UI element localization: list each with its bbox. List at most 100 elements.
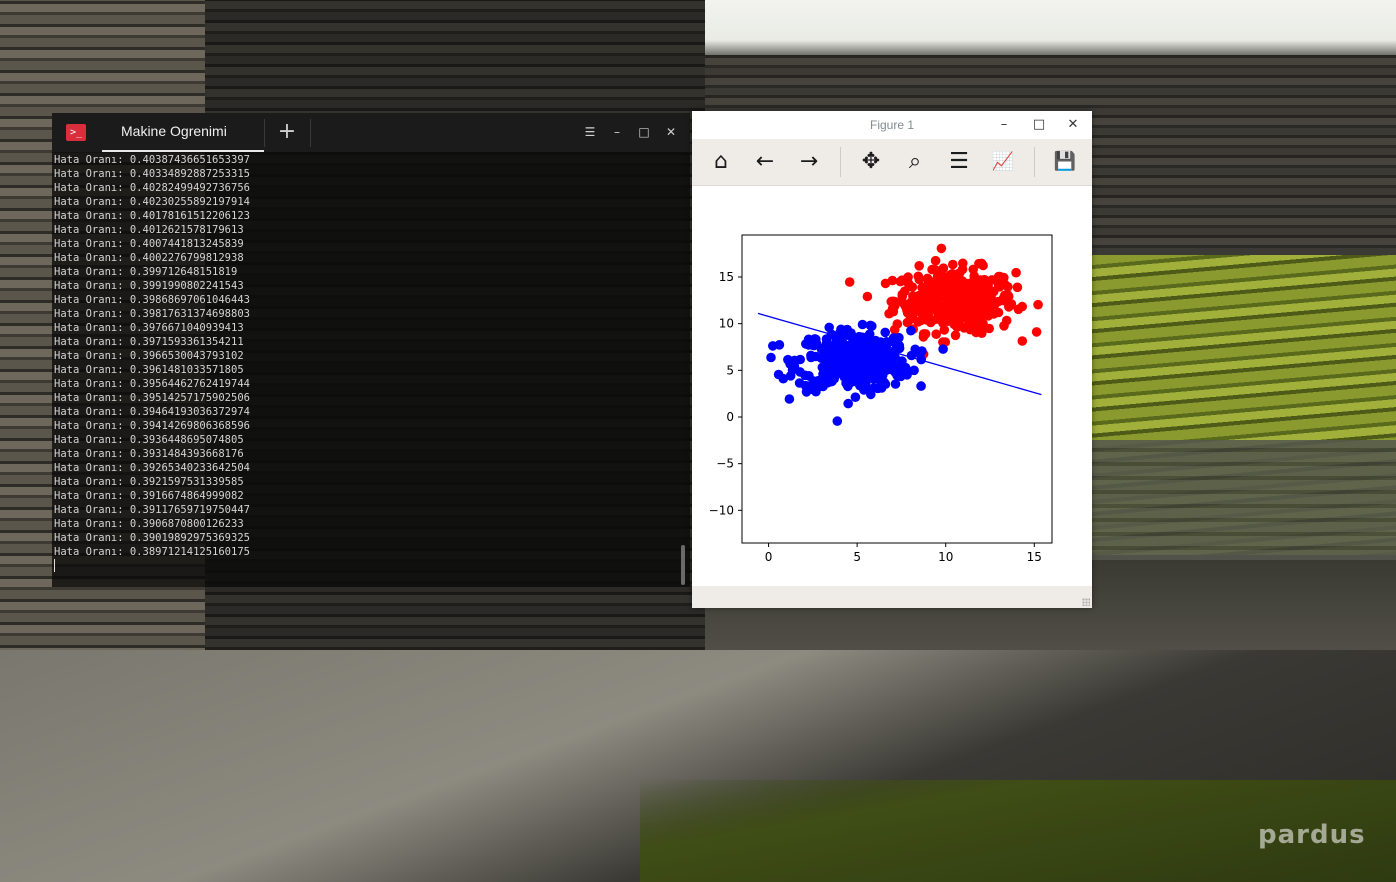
scatter-point-series-1: [778, 373, 789, 384]
resize-grip-icon[interactable]: [1082, 598, 1090, 606]
back-arrow-icon[interactable]: ←: [755, 149, 775, 174]
terminal-titlebar[interactable]: >_ Makine Ogrenimi + ☰ – □ ✕: [52, 113, 690, 152]
scatter-point-series-0: [1033, 299, 1043, 310]
scatter-point-series-0: [931, 329, 941, 339]
scatter-point-series-1: [900, 362, 911, 373]
scatter-point-series-1: [916, 381, 926, 391]
terminal-line: Hata Oranı: 0.3976671040939413: [54, 322, 244, 334]
scatter-point-series-0: [1012, 282, 1023, 293]
minimize-button[interactable]: –: [614, 125, 620, 139]
close-button[interactable]: ✕: [665, 125, 677, 139]
scatter-point-series-0: [993, 271, 1004, 282]
scatter-point-series-1: [878, 339, 888, 350]
scatter-point-series-0: [936, 243, 947, 254]
pardus-logo: pardus: [1258, 820, 1366, 850]
scatter-point-series-1: [816, 353, 827, 363]
terminal-line: Hata Oranı: 0.39117659719750447: [54, 504, 250, 516]
figure-title: Figure 1: [869, 118, 915, 132]
scatter-point-series-1: [867, 321, 877, 331]
subplots-icon[interactable]: ☰: [949, 149, 969, 174]
scatter-point-series-1: [846, 328, 856, 338]
terminal-scrollbar[interactable]: [681, 545, 685, 585]
home-icon[interactable]: ⌂: [714, 149, 728, 174]
scatter-point-series-1: [830, 357, 841, 367]
scatter-point-series-1: [800, 370, 810, 381]
scatter-point-series-0: [907, 282, 918, 292]
scatter-point-series-1: [774, 340, 785, 350]
terminal-line: Hata Oranı: 0.4002276799812938: [54, 252, 244, 264]
maximize-button[interactable]: □: [1032, 117, 1046, 132]
scatter-point-series-0: [945, 298, 955, 308]
scatter-point-series-1: [832, 416, 843, 426]
figure-titlebar[interactable]: Figure 1 – □ ✕: [692, 111, 1092, 139]
scatter-point-series-0: [889, 324, 900, 335]
menu-icon[interactable]: ☰: [584, 125, 596, 139]
scatter-point-series-0: [1031, 327, 1042, 337]
terminal-line: Hata Oranı: 0.4007441813245839: [54, 238, 244, 250]
scatter-point-series-0: [947, 313, 957, 323]
scatter-point-series-1: [866, 354, 876, 365]
terminal-line: Hata Oranı: 0.39414269806368596: [54, 420, 250, 432]
zoom-icon[interactable]: ⌕: [908, 149, 922, 174]
close-button[interactable]: ✕: [1067, 117, 1079, 132]
scatter-plot[interactable]: 0 5 10 15 −10 −5 0 5 10 15: [692, 186, 1092, 586]
y-tick-label: −5: [716, 457, 734, 471]
scatter-point-series-0: [897, 289, 908, 300]
figure-window[interactable]: Figure 1 – □ ✕ ⌂ ← → ✥ ⌕ ☰ 📈 💾 0 5 10 15 −10 −5 0 5 10 1…: [692, 111, 1092, 608]
scatter-point-series-0: [1005, 300, 1016, 311]
scatter-point-series-0: [978, 305, 989, 315]
forward-arrow-icon[interactable]: →: [799, 149, 819, 174]
terminal-output[interactable]: Hata Oranı: 0.40387436651653397 Hata Oran…: [54, 153, 674, 583]
scatter-point-series-1: [906, 325, 916, 336]
save-icon[interactable]: 💾: [1053, 151, 1077, 172]
terminal-line: Hata Oranı: 0.399712648151819: [54, 266, 238, 278]
scatter-point-series-0: [979, 274, 990, 285]
scatter-point-series-0: [920, 329, 931, 339]
terminal-line: Hata Oranı: 0.3916674864999082: [54, 490, 244, 502]
scatter-point-series-0: [930, 255, 941, 266]
terminal-line: Hata Oranı: 0.39868697061046443: [54, 294, 250, 306]
scatter-point-series-1: [892, 370, 902, 381]
scatter-point-series-0: [950, 276, 960, 286]
scatter-point-series-1: [877, 370, 888, 381]
scatter-point-series-0: [914, 274, 925, 285]
scatter-point-series-1: [860, 346, 871, 356]
minimize-button[interactable]: –: [1000, 117, 1008, 132]
terminal-line: Hata Oranı: 0.3931484393668176: [54, 448, 244, 460]
scatter-point-series-0: [959, 311, 969, 321]
scatter-point-series-0: [880, 278, 891, 289]
plot-area[interactable]: 0 5 10 15 −10 −5 0 5 10 15: [692, 186, 1092, 586]
x-tick-label: 0: [765, 550, 773, 564]
scatter-point-series-0: [921, 311, 931, 322]
scatter-point-series-0: [938, 337, 948, 347]
scatter-point-series-0: [983, 292, 994, 303]
terminal-tab[interactable]: Makine Ogrenimi: [102, 113, 264, 152]
terminal-line: Hata Oranı: 0.40178161512206123: [54, 210, 250, 222]
figure-statusbar: [692, 586, 1092, 608]
y-tick-label: 15: [719, 270, 734, 284]
scatter-point-series-0: [844, 277, 855, 287]
scatter-point-series-1: [809, 340, 819, 351]
wallpaper-floor-grass: [640, 780, 1396, 882]
scatter-point-series-1: [857, 319, 868, 330]
scatter-point-series-0: [929, 284, 940, 294]
scatter-point-series-1: [842, 374, 852, 384]
pan-icon[interactable]: ✥: [861, 149, 881, 174]
scatter-point-series-0: [954, 319, 964, 329]
edit-axis-icon[interactable]: 📈: [991, 151, 1015, 172]
terminal-line: Hata Oranı: 0.3971593361354211: [54, 336, 244, 348]
x-tick-label: 5: [853, 550, 861, 564]
terminal-line: Hata Oranı: 0.4012621578179613: [54, 224, 244, 236]
terminal-line: Hata Oranı: 0.39514257175902506: [54, 392, 250, 404]
scatter-point-series-1: [850, 392, 861, 402]
maximize-button[interactable]: □: [638, 125, 650, 139]
scatter-point-series-1: [843, 398, 853, 409]
terminal-window[interactable]: >_ Makine Ogrenimi + ☰ – □ ✕ Hata Oranı:…: [52, 113, 690, 587]
terminal-line: Hata Oranı: 0.3961481033571805: [54, 364, 244, 376]
scatter-point-series-0: [1003, 291, 1014, 302]
scatter-point-series-1: [843, 366, 854, 377]
new-tab-button[interactable]: +: [277, 119, 297, 144]
scatter-point-series-1: [864, 329, 875, 339]
terminal-line: Hata Oranı: 0.40387436651653397: [54, 154, 250, 166]
x-tick-label: 15: [1027, 550, 1042, 564]
